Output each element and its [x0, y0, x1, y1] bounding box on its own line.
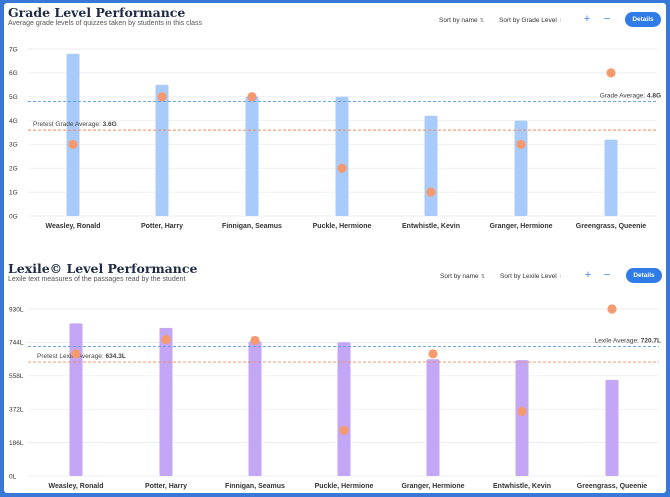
y-tick-label: 4G — [9, 118, 18, 125]
sort-by-name-button[interactable]: Sort by name ⇅ — [439, 17, 484, 24]
reference-label-value: 3.6G — [103, 121, 117, 128]
bar — [66, 53, 80, 217]
zoom-in-button[interactable]: + — [584, 269, 592, 281]
reference-label-text: Pretest Grade Average: — [33, 121, 103, 128]
bar — [515, 360, 529, 476]
reference-label-text: Grade Average: — [600, 92, 647, 99]
reference-label-text: Lexile Average: — [595, 338, 641, 345]
category-label: Granger, Hermione — [489, 223, 552, 230]
bar — [426, 359, 440, 476]
data-point — [68, 139, 78, 150]
lexile-level-panel: Lexile© Level Performance Lexile text me… — [4, 259, 666, 493]
panel-title: Lexile© Level Performance — [8, 261, 198, 276]
reference-label-value: 634.3L — [106, 353, 126, 360]
sort-up-arrow-icon: ↑ — [558, 18, 562, 24]
bar — [424, 115, 438, 216]
y-tick-label: 5G — [9, 94, 18, 101]
sort-by-name-label: Sort by name — [439, 17, 478, 24]
category-label: Finnigan, Seamus — [222, 223, 282, 230]
sort-by-grade-level-label: Sort by Grade Level — [499, 17, 557, 24]
data-point — [428, 349, 438, 359]
data-point — [337, 163, 347, 173]
zoom-out-button[interactable]: − — [603, 13, 611, 25]
data-point — [606, 68, 616, 78]
bar — [335, 96, 349, 216]
y-tick-label: 3G — [9, 142, 18, 149]
details-button[interactable]: Details — [626, 268, 662, 283]
pretest-reference-label: Pretest Lexile Average: 634.3L — [37, 353, 126, 360]
category-label: Potter, Harry — [141, 223, 183, 230]
bar — [155, 84, 169, 217]
y-tick-label: 744L — [9, 340, 24, 347]
grade-level-panel: Grade Level Performance Average grade le… — [4, 3, 666, 248]
category-label: Greengrass, Queenie — [577, 483, 648, 490]
data-point — [247, 92, 257, 102]
category-label: Potter, Harry — [145, 483, 187, 490]
zoom-out-button[interactable]: − — [603, 269, 611, 281]
bar — [605, 379, 619, 476]
bar — [514, 120, 528, 216]
y-tick-label: 0L — [9, 473, 17, 480]
reference-label-value: 4.8G — [647, 92, 661, 99]
y-tick-label: 930L — [9, 306, 24, 313]
y-tick-label: 2G — [9, 166, 18, 173]
panel-title: Grade Level Performance — [8, 5, 186, 20]
average-reference-label: Grade Average: 4.8G — [600, 92, 661, 99]
y-tick-label: 372L — [9, 407, 24, 414]
pretest-reference-label: Pretest Grade Average: 3.6G — [33, 121, 117, 128]
sort-arrows-icon: ⇅ — [480, 274, 486, 280]
category-label: Granger, Hermione — [401, 483, 464, 490]
details-button[interactable]: Details — [625, 12, 661, 27]
sort-by-lexile-level-label: Sort by Lexile Level — [500, 273, 557, 280]
data-point — [516, 139, 526, 150]
sort-by-grade-level-button[interactable]: Sort by Grade Level ↑ — [499, 17, 562, 24]
y-tick-label: 6G — [9, 70, 18, 77]
panel-subtitle: Average grade levels of quizzes taken by… — [8, 20, 203, 27]
y-tick-label: 186L — [9, 440, 24, 447]
average-reference-label: Lexile Average: 720.7L — [595, 338, 661, 345]
category-label: Puckle, Hermione — [315, 483, 374, 490]
sort-by-name-button[interactable]: Sort by name ⇅ — [440, 273, 485, 280]
sort-by-name-label: Sort by name — [440, 273, 479, 280]
bar — [69, 323, 83, 476]
category-label: Finnigan, Seamus — [225, 483, 285, 490]
bar — [337, 342, 351, 476]
panel-subtitle: Lexile text measures of the passages rea… — [8, 276, 186, 283]
y-tick-label: 7G — [9, 46, 18, 53]
category-label: Greengrass, Queenie — [576, 223, 647, 230]
y-tick-label: 558L — [9, 373, 24, 380]
category-label: Entwhistle, Kevin — [493, 483, 551, 490]
dashboard-frame: Grade Level Performance Average grade le… — [4, 3, 666, 493]
reference-label-text: Pretest Lexile Average: — [37, 353, 106, 360]
y-tick-label: 0G — [9, 213, 18, 220]
data-point — [339, 425, 349, 435]
bar — [159, 327, 173, 476]
category-label: Weasley, Ronald — [46, 223, 101, 230]
data-point — [71, 349, 81, 359]
data-point — [517, 406, 527, 416]
bar — [245, 96, 259, 216]
category-label: Weasley, Ronald — [49, 483, 104, 490]
data-point — [250, 335, 260, 346]
category-label: Puckle, Hermione — [313, 223, 372, 230]
sort-arrows-icon: ⇅ — [479, 18, 485, 24]
data-point — [426, 187, 436, 197]
data-point — [607, 304, 617, 314]
lexile-level-chart: 0L 186L 372L 558L 744L 930L Lexile Average: 72… — [9, 304, 661, 490]
data-point — [161, 334, 171, 345]
sort-by-lexile-level-button[interactable]: Sort by Lexile Level ↑ — [500, 273, 561, 280]
bar — [604, 139, 618, 216]
data-point — [157, 92, 167, 102]
y-tick-label: 1G — [9, 189, 18, 196]
grade-level-chart: 0G 1G 2G 3G 4G 5G 6G 7G Grade Average: 4.8G Prete… — [9, 46, 661, 230]
category-label: Entwhistle, Kevin — [402, 223, 460, 230]
sort-up-arrow-icon: ↑ — [558, 274, 562, 280]
zoom-in-button[interactable]: + — [583, 13, 591, 25]
bar — [248, 341, 262, 476]
reference-label-value: 720.7L — [641, 338, 661, 345]
